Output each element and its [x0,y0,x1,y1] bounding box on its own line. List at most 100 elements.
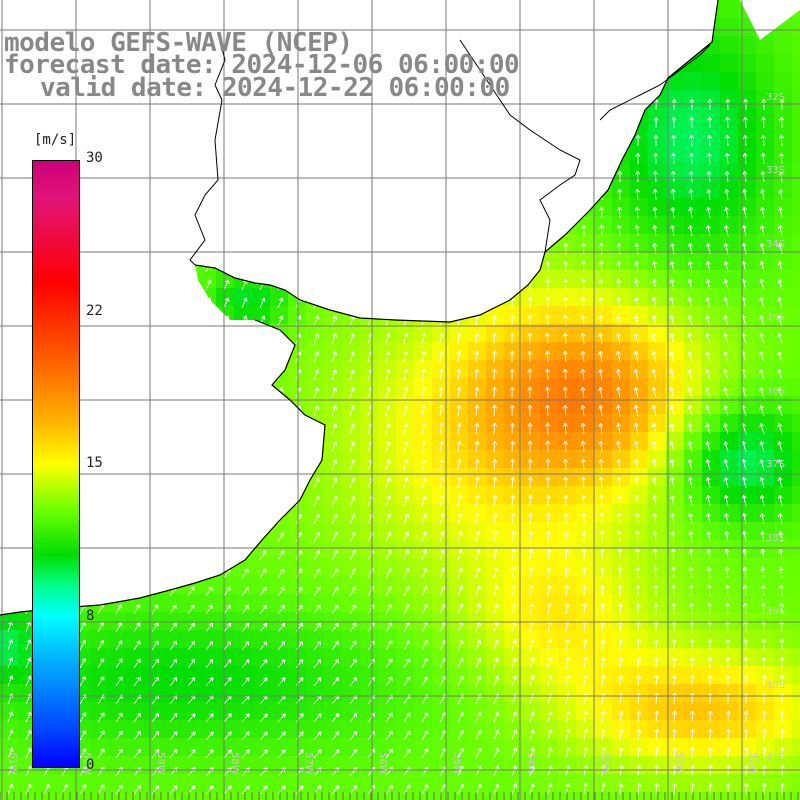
wind-arrow [527,350,533,363]
field-cell [648,108,667,127]
field-cell [324,342,343,361]
field-cell [306,630,325,649]
field-cell [468,792,487,800]
field-cell [342,612,361,631]
field-cell [666,504,685,523]
field-cell [468,486,487,505]
field-cell [360,558,379,577]
field-cell [108,630,127,649]
field-cell [432,612,451,631]
field-cell [270,756,289,775]
field-cell [108,774,127,793]
field-cell [684,558,703,577]
wind-arrow [653,134,659,147]
field-cell [252,558,271,577]
field-cell [756,468,775,487]
field-cell [144,630,163,649]
field-cell [684,180,703,199]
wind-arrow [760,206,766,219]
field-cell [648,396,667,415]
field-cell [630,180,649,199]
wind-arrow [687,260,693,273]
field-cell [396,594,415,613]
field-cell [180,720,199,739]
field-cell [720,450,739,469]
field-cell [648,486,667,505]
wind-arrow [706,206,712,219]
field-cell [576,414,595,433]
wind-arrow [651,296,657,309]
field-cell [378,522,397,541]
field-cell [522,342,541,361]
field-cell [108,666,127,685]
field-cell [306,486,325,505]
field-cell [180,756,199,775]
wind-arrow [403,332,409,345]
field-cell [630,234,649,253]
field-cell [684,414,703,433]
field-cell [612,486,631,505]
wind-arrow [331,333,338,345]
field-cell [576,306,595,325]
field-cell [774,216,793,235]
wind-arrow [580,260,586,273]
field-cell [396,378,415,397]
field-cell [414,558,433,577]
field-cell [702,594,721,613]
wind-arrow [527,368,533,381]
field-cell [702,342,721,361]
wind-arrow [778,152,784,165]
field-cell [720,54,739,73]
field-cell [414,540,433,559]
field-cell [738,342,757,361]
field-cell [126,630,145,649]
field-cell [342,666,361,685]
wind-arrow [563,278,569,291]
field-cell [702,792,721,800]
field-cell [216,648,235,667]
wind-arrow [706,170,712,183]
field-cell [288,558,307,577]
field-cell [720,180,739,199]
field-cell [666,306,685,325]
field-cell [738,576,757,595]
field-cell [720,198,739,217]
field-cell [306,684,325,703]
field-cell [234,612,253,631]
field-cell [360,666,379,685]
field-cell [648,180,667,199]
wind-arrow [331,351,338,363]
field-cell [702,252,721,271]
field-cell [774,36,793,55]
wind-arrow [669,260,675,273]
field-cell [342,486,361,505]
wind-arrow [687,333,693,345]
wind-arrow [474,350,480,363]
field-cell [432,648,451,667]
wind-arrow [687,351,693,363]
field-cell [180,702,199,721]
wind-arrow [778,188,784,201]
wind-arrow [634,260,640,273]
field-cell [594,558,613,577]
field-cell [216,774,235,793]
field-cell [702,738,721,757]
field-cell [684,126,703,145]
field-cell [774,72,793,91]
field-cell [774,432,793,451]
field-cell [630,270,649,289]
field-cell [756,720,775,739]
field-cell [720,72,739,91]
field-cell [144,738,163,757]
field-cell [792,396,800,415]
field-cell [702,198,721,217]
field-cell [396,756,415,775]
field-cell [504,432,523,451]
field-cell [162,792,181,800]
field-cell [180,666,199,685]
field-cell [270,540,289,559]
field-cell [0,738,19,757]
field-cell [792,774,800,793]
field-cell [342,702,361,721]
field-cell [378,414,397,433]
